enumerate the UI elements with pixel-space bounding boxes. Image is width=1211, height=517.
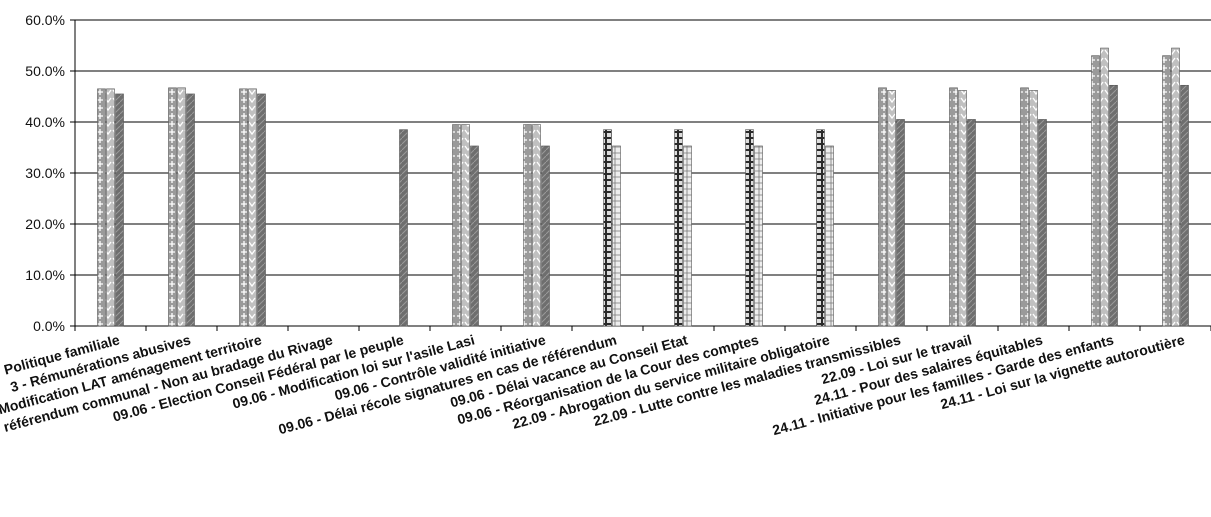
- bar-3-series-3: [257, 93, 266, 327]
- bar-15-series-2: [1100, 47, 1109, 327]
- y-tick-label: 60.0%: [25, 12, 65, 28]
- bar-2-series-1: [168, 87, 177, 327]
- bar-14-series-3: [1038, 119, 1047, 327]
- bar-11-series-3: [825, 145, 834, 327]
- bar-7-series-3: [541, 145, 550, 327]
- bar-9-series-2: [674, 129, 683, 327]
- y-tick-label: 0.0%: [33, 318, 65, 334]
- bar-14-series-1: [1020, 87, 1029, 327]
- y-tick-label: 40.0%: [25, 114, 65, 130]
- bars: [97, 47, 1189, 327]
- bar-16-series-1: [1162, 55, 1171, 327]
- bar-10-series-3: [754, 145, 763, 327]
- bar-2-series-2: [177, 87, 186, 327]
- bar-13-series-2: [958, 90, 967, 327]
- bar-6-series-3: [470, 145, 479, 327]
- bar-13-series-1: [949, 87, 958, 327]
- bar-8-series-3: [612, 145, 621, 327]
- bar-12-series-1: [878, 87, 887, 327]
- bar-15-series-1: [1091, 55, 1100, 327]
- y-tick-label: 30.0%: [25, 165, 65, 181]
- y-tick-label: 10.0%: [25, 267, 65, 283]
- bar-3-series-2: [248, 88, 257, 327]
- bar-12-series-2: [887, 90, 896, 327]
- bar-16-series-2: [1171, 47, 1180, 327]
- bar-14-series-2: [1029, 90, 1038, 327]
- bar-9-series-3: [683, 145, 692, 327]
- bar-10-series-2: [745, 129, 754, 327]
- bar-7-series-2: [532, 124, 541, 327]
- bar-12-series-3: [896, 119, 905, 327]
- bar-6-series-2: [461, 124, 470, 327]
- bar-1-series-2: [106, 88, 115, 327]
- y-tick-label: 20.0%: [25, 216, 65, 232]
- bar-1-series-3: [115, 93, 124, 327]
- bar-2-series-3: [186, 93, 195, 327]
- y-tick-label: 50.0%: [25, 63, 65, 79]
- bar-6-series-1: [452, 124, 461, 327]
- bar-15-series-3: [1109, 84, 1118, 327]
- bar-16-series-3: [1180, 84, 1189, 327]
- y-tick-labels: 0.0% 10.0% 20.0% 30.0% 40.0% 50.0% 60.0%: [25, 12, 65, 334]
- bar-7-series-1: [523, 124, 532, 327]
- bar-5-series-3: [399, 129, 408, 327]
- bar-13-series-3: [967, 119, 976, 327]
- bar-11-series-2: [816, 129, 825, 327]
- bar-1-series-1: [97, 88, 106, 327]
- bar-3-series-1: [239, 88, 248, 327]
- bar-8-series-2: [603, 129, 612, 327]
